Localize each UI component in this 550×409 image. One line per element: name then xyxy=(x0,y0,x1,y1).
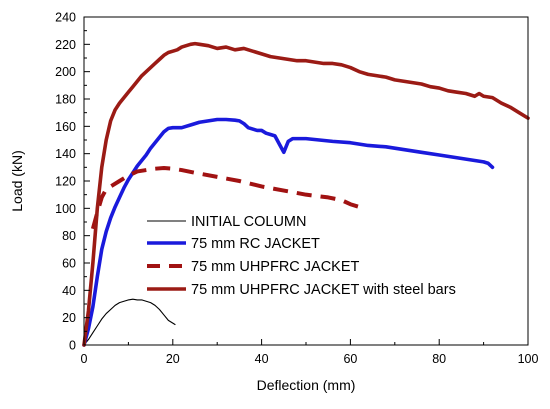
x-tick-label: 100 xyxy=(518,352,539,366)
x-tick-label: 0 xyxy=(81,352,88,366)
y-tick-label: 160 xyxy=(55,120,76,134)
y-tick-label: 120 xyxy=(55,175,76,189)
x-axis-title: Deflection (mm) xyxy=(257,377,356,393)
ticks-layer: 0 20 40 60 80 100 0 20 40 60 80 100 120 140 160 180 200 2… xyxy=(55,11,538,367)
series-uhpfrc-jacket-steel-bars-line xyxy=(82,41,530,347)
y-tick-label: 20 xyxy=(62,311,76,325)
x-tick-label: 80 xyxy=(432,352,446,366)
legend-item-rc-jacket: 75 mm RC JACKET xyxy=(147,236,320,252)
y-tick-label: 40 xyxy=(62,284,76,298)
legend-item-initial-column: INITIAL COLUMN xyxy=(147,214,306,230)
legend-label: 75 mm RC JACKET xyxy=(191,236,320,252)
y-tick-label: 140 xyxy=(55,147,76,161)
y-tick-label: 60 xyxy=(62,257,76,271)
series-layer xyxy=(82,41,530,347)
y-tick-label: 240 xyxy=(55,11,76,25)
y-axis-title: Load (kN) xyxy=(9,150,25,211)
y-tick-label: 0 xyxy=(69,339,76,353)
legend-label: 75 mm UHPFRC JACKET with steel bars xyxy=(191,282,456,298)
legend-item-uhpfrc-jacket: 75 mm UHPFRC JACKET xyxy=(147,259,360,275)
x-tick-label: 60 xyxy=(343,352,357,366)
y-tick-label: 220 xyxy=(55,38,76,52)
x-tick-label: 20 xyxy=(166,352,180,366)
y-tick-label: 180 xyxy=(55,93,76,107)
y-tick-label: 80 xyxy=(62,229,76,243)
legend: INITIAL COLUMN 75 mm RC JACKET 75 mm UHP… xyxy=(147,214,456,298)
legend-label: 75 mm UHPFRC JACKET xyxy=(191,259,360,275)
y-tick-label: 100 xyxy=(55,202,76,216)
x-tick-label: 40 xyxy=(255,352,269,366)
legend-label: INITIAL COLUMN xyxy=(191,214,306,230)
series-rc-jacket-line xyxy=(82,117,495,347)
y-tick-label: 200 xyxy=(55,65,76,79)
legend-item-uhpfrc-jacket-steel-bars: 75 mm UHPFRC JACKET with steel bars xyxy=(147,282,456,298)
series-initial-column-line xyxy=(83,298,176,346)
